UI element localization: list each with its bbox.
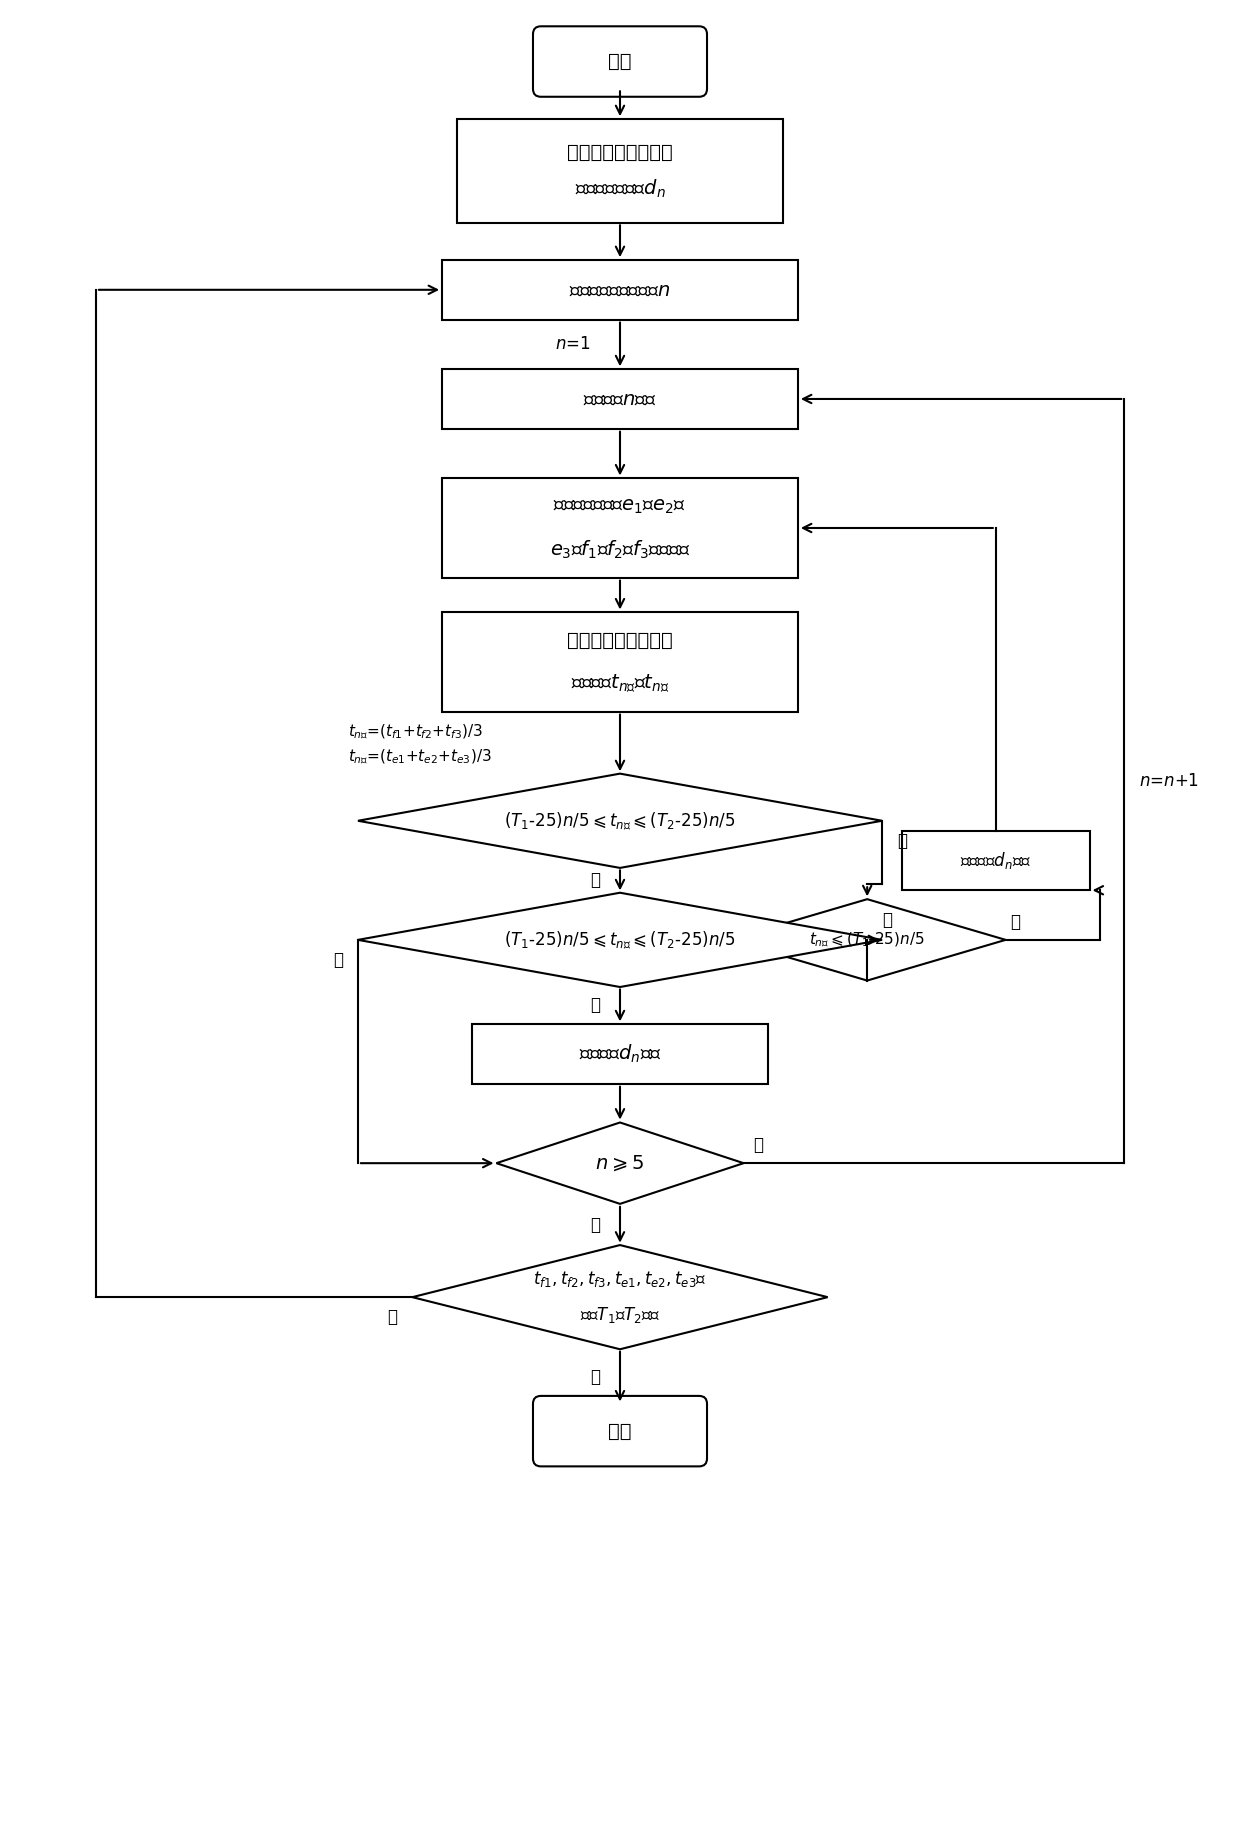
Bar [471, 1024, 769, 1083]
Text: $t_{n外}$$\leqslant$$(T_1$-25$)n$/5: $t_{n外}$$\leqslant$$(T_1$-25$)n$/5 [810, 930, 925, 950]
Text: 否: 否 [754, 1137, 764, 1155]
Text: $e_3$、$f_1$、$f_2$、$f_3$六点温度: $e_3$、$f_1$、$f_2$、$f_3$六点温度 [549, 539, 691, 561]
Text: $n\geqslant 5$: $n\geqslant 5$ [595, 1153, 645, 1173]
Text: $n$=1: $n$=1 [554, 336, 590, 354]
Text: 测量管坯截面上$e_1$、$e_2$、: 测量管坯截面上$e_1$、$e_2$、 [553, 496, 687, 515]
Text: 是: 是 [334, 950, 343, 969]
Text: 否: 否 [897, 832, 906, 849]
Text: 否: 否 [1011, 913, 1021, 932]
Bar [441, 369, 799, 428]
Text: $n$=$n$+1: $n$=$n$+1 [1140, 771, 1199, 790]
Text: 设置内、外壁平均温: 设置内、外壁平均温 [567, 631, 673, 649]
Text: 是: 是 [882, 911, 892, 930]
Bar [441, 260, 799, 319]
Bar [441, 478, 799, 577]
Text: $(T_1$-25$)n$/5$\leqslant$$t_{n外}$$\leqslant$$(T_2$-25$)n$/5: $(T_1$-25$)n$/5$\leqslant$$t_{n外}$$\leqs… [505, 810, 735, 832]
Text: 设置加热线圈编号为$n$: 设置加热线圈编号为$n$ [569, 280, 671, 299]
Text: $t_{f1},t_{f2},t_{f3},t_{e1},t_{e2},t_{e3}$是: $t_{f1},t_{f2},t_{f3},t_{e1},t_{e2},t_{e… [533, 1269, 707, 1290]
Text: 度分别为$t_{n内}$、$t_{n外}$: 度分别为$t_{n内}$、$t_{n外}$ [570, 673, 670, 696]
Text: 是: 是 [590, 871, 600, 889]
Text: $t_{n外}$=($t_{e1}$+$t_{e2}$+$t_{e3}$)/3: $t_{n外}$=($t_{e1}$+$t_{e2}$+$t_{e3}$)/3 [348, 747, 492, 766]
Polygon shape [496, 1122, 744, 1205]
Bar [901, 830, 1090, 891]
Text: $t_{n内}$=($t_{f1}$+$t_{f2}$+$t_{f3}$)/3: $t_{n内}$=($t_{f1}$+$t_{f2}$+$t_{f3}$)/3 [348, 721, 484, 742]
Text: 结束: 结束 [609, 1422, 631, 1441]
Text: 是: 是 [590, 1216, 600, 1234]
Polygon shape [413, 1245, 827, 1349]
Text: 设置线圈间距为$d_n$: 设置线圈间距为$d_n$ [574, 177, 666, 199]
Bar [456, 118, 784, 223]
Text: $(T_1$-25$)n$/5$\leqslant$$t_{n内}$$\leqslant$$(T_2$-25$)n$/5: $(T_1$-25$)n$/5$\leqslant$$t_{n内}$$\leqs… [505, 930, 735, 950]
Text: 线圈间距$d_n$增大: 线圈间距$d_n$增大 [579, 1042, 661, 1065]
Text: 线圈间距$d_n$减小: 线圈间距$d_n$减小 [960, 851, 1032, 871]
FancyBboxPatch shape [533, 1397, 707, 1467]
Polygon shape [358, 773, 882, 867]
Bar [441, 613, 799, 712]
Text: 调节线圈初始位置，: 调节线圈初始位置， [567, 144, 673, 162]
FancyBboxPatch shape [533, 26, 707, 96]
Text: 否: 否 [388, 1308, 398, 1327]
Text: 感应线圈$n$加热: 感应线圈$n$加热 [583, 389, 657, 408]
Text: 否: 否 [590, 996, 600, 1015]
Text: 开始: 开始 [609, 52, 631, 70]
Polygon shape [729, 899, 1006, 980]
Text: 否在$T_1$到$T_2$之间: 否在$T_1$到$T_2$之间 [580, 1304, 660, 1325]
Text: 是: 是 [590, 1367, 600, 1386]
Polygon shape [358, 893, 882, 987]
